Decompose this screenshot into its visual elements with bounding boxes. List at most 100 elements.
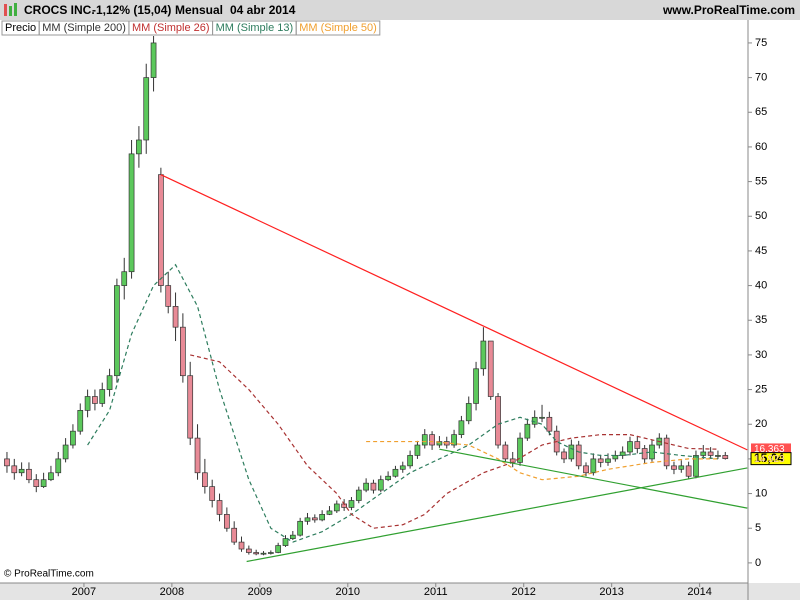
candle-body [282,538,289,546]
candle-body [465,403,472,422]
candle-body [224,514,230,529]
legend-entry: MM (Simple 26) [132,22,210,34]
candle-body [590,458,597,474]
x-tick-label: 2014 [687,586,711,598]
candle-body [436,441,443,446]
candle-body [18,468,25,474]
y-tick-label: 5 [755,522,761,534]
candle-body [143,77,150,141]
candle-body [414,444,421,456]
y-tick-label: 20 [755,418,767,430]
logo [9,6,12,16]
candle-body [238,541,245,550]
header-bar [0,0,800,20]
x-tick-label: 2010 [336,586,360,598]
candle-body [297,520,304,536]
moving-average [87,263,719,543]
candle-body [311,517,318,521]
y-tick-label: 50 [755,210,767,222]
candle-body [289,534,296,539]
candle-body [275,545,282,553]
candle-body [136,139,142,155]
x-tick-label: 2007 [72,586,96,598]
candle-body [114,285,120,377]
y-tick-label: 30 [755,349,767,361]
period: Mensual [175,3,223,17]
x-tick-label: 2013 [599,586,623,598]
candle-body [473,368,479,404]
candle-body [495,396,501,446]
trendline [439,448,748,509]
y-tick-label: 0 [755,557,761,569]
candle-body [619,451,626,456]
site: www.ProRealTime.com [662,3,795,17]
candle-body [707,451,714,456]
y-tick-label: 40 [755,279,767,291]
candle-body [48,472,54,481]
candle-body [260,552,267,555]
candle-body [685,465,692,477]
candle-body [377,479,384,491]
candle-body [92,396,98,404]
candle-body [11,465,18,474]
symbol: CROCS INC. [24,3,95,17]
candle-body [583,465,589,474]
candle-body [605,458,611,463]
candle-body [627,441,633,453]
candle-body [209,486,216,501]
candle-body [663,437,670,467]
candle-body [202,472,208,487]
price-label: 16.363 [754,444,785,455]
candle-body [568,444,575,460]
change: -1,12% (15,04) [92,3,171,17]
footer: © ProRealTime.com [4,569,94,580]
trendline [246,467,748,563]
candle-body [106,375,113,390]
y-tick-label: 55 [755,175,767,187]
y-tick-label: 25 [755,383,767,395]
y-tick-label: 35 [755,314,767,326]
candle-body [421,434,428,446]
x-tick-label: 2012 [511,586,535,598]
logo [4,4,7,16]
candle-body [267,552,274,554]
moving-average [366,440,718,481]
x-tick-label: 2009 [248,586,272,598]
legend-entry: Precio [5,22,36,34]
candle-body [187,375,194,439]
candle-body [158,174,164,286]
candle-body [326,510,333,515]
price-label: 14.923 [754,454,785,465]
candle-body [121,271,128,286]
candle-body [128,153,135,273]
candle-body [399,465,406,470]
candle-body [55,458,62,474]
candle-body [216,500,223,515]
candle-body [451,434,457,446]
x-tick-label: 2008 [160,586,184,598]
moving-average [190,354,718,529]
candle-body [517,437,523,463]
candle-body [99,389,106,404]
candle-body [319,514,325,521]
candle-body [172,306,179,328]
candle-body [693,455,699,477]
candle-body [715,455,721,457]
candle-body [480,340,487,370]
y-tick-label: 70 [755,72,767,84]
candle-body [370,482,377,491]
candle-body [363,482,369,491]
candle-body [634,441,641,449]
y-tick-label: 65 [755,106,767,118]
candle-body [231,527,238,543]
legend-entry: MM (Simple 50) [299,22,377,34]
candle-body [392,468,399,477]
legend-box [295,20,381,36]
candle-body [671,465,677,470]
candle-body [641,448,648,460]
candle-body [355,489,362,501]
candle-body [487,340,494,397]
y-tick-label: 75 [755,37,767,49]
candle-body [4,458,10,467]
